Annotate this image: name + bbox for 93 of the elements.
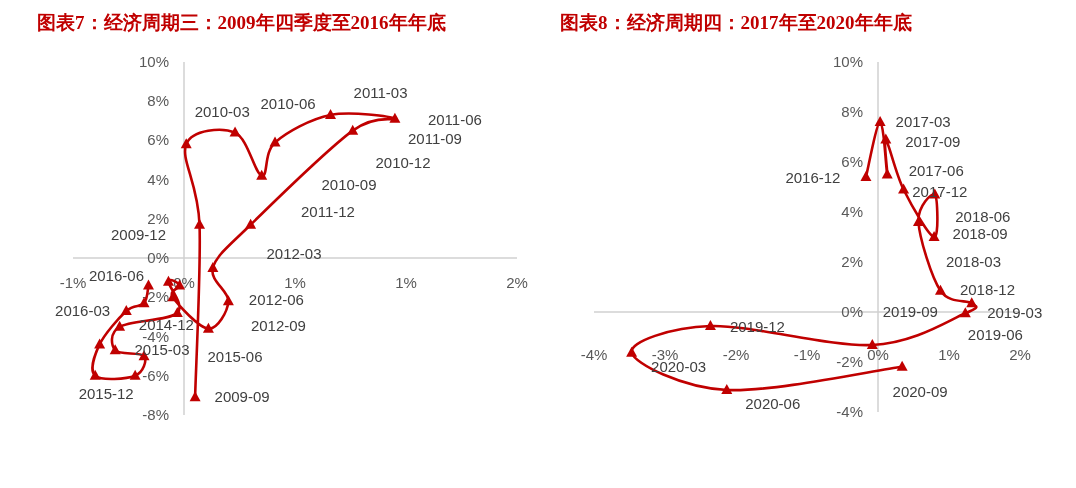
annotation: 2018-09 — [952, 225, 1008, 242]
annotation: 2012-09 — [250, 316, 306, 334]
y-tick-label: 0% — [841, 303, 863, 320]
x-tick-label: 1% — [938, 346, 960, 363]
annotation: 2016-03 — [55, 301, 111, 319]
point — [959, 307, 971, 318]
x-tick-label: -1% — [59, 274, 87, 292]
annotation: 2015-06 — [207, 348, 263, 365]
point — [704, 320, 716, 330]
x-tick-label: 2% — [506, 274, 528, 292]
point — [874, 116, 886, 126]
point — [928, 231, 940, 241]
annotation: 2012-06 — [248, 291, 304, 309]
y-tick-label: 4% — [147, 170, 169, 188]
point — [142, 279, 154, 290]
point — [721, 384, 733, 394]
x-tick-label: -2% — [722, 346, 750, 363]
point — [202, 322, 214, 333]
point — [898, 183, 910, 194]
x-tick-label: 1% — [395, 274, 417, 292]
y-tick-label: 8% — [147, 92, 169, 110]
annotation: 2011-03 — [353, 83, 408, 101]
point — [880, 133, 892, 144]
y-tick-label: 0% — [147, 249, 169, 267]
y-tick-label: 8% — [841, 103, 863, 120]
annotation: 2019-09 — [882, 303, 938, 320]
point — [114, 320, 126, 331]
point — [89, 369, 101, 380]
annotation: 2011-12 — [301, 203, 355, 220]
point — [860, 171, 872, 181]
point — [245, 218, 257, 229]
y-tick-label: 10% — [832, 53, 863, 70]
y-tick-label: 4% — [841, 203, 863, 220]
point — [94, 338, 106, 349]
annotation: 2018-03 — [945, 253, 1001, 270]
annotation: 2010-09 — [321, 176, 377, 193]
point — [325, 108, 337, 119]
point — [269, 136, 281, 147]
annotation: 2018-06 — [955, 207, 1011, 225]
annotation: 2011-06 — [427, 110, 482, 128]
y-tick-label: 2% — [841, 253, 863, 270]
point — [222, 295, 234, 306]
chart-title: 图表7：经济周期三：2009年四季度至2016年年底 — [37, 12, 446, 33]
y-tick-label: 2% — [147, 209, 169, 227]
point — [347, 124, 359, 135]
point — [626, 346, 638, 357]
annotation: 2019-06 — [967, 326, 1023, 344]
annotation: 2016-12 — [785, 169, 841, 186]
annotation: 2010-03 — [194, 103, 250, 121]
x-tick-label: 2% — [1009, 346, 1031, 363]
point — [934, 284, 946, 295]
annotation: 2019-03 — [987, 304, 1043, 322]
y-tick-label: 6% — [147, 131, 169, 149]
annotation: 2009-12 — [111, 225, 167, 243]
point — [912, 216, 924, 226]
point — [180, 138, 192, 149]
point — [389, 112, 401, 123]
y-tick-label: -8% — [142, 406, 169, 423]
point — [256, 169, 268, 180]
point — [129, 369, 141, 380]
y-tick-label: 10% — [138, 53, 169, 70]
annotation: 2020-09 — [892, 382, 948, 400]
point — [229, 126, 241, 137]
annotation: 2018-12 — [959, 280, 1016, 298]
annotation: 2010-12 — [375, 154, 431, 171]
point — [109, 344, 121, 355]
annotation: 2020-06 — [745, 395, 801, 412]
annotation: 2009-09 — [214, 388, 270, 406]
x-tick-label: 0% — [867, 346, 889, 363]
annotation: 2011-09 — [408, 130, 462, 147]
y-tick-label: -4% — [836, 403, 863, 420]
point — [194, 218, 206, 229]
x-tick-label: 1% — [284, 274, 306, 292]
annotation: 2017-09 — [905, 132, 961, 150]
y-tick-label: -6% — [142, 366, 169, 384]
point — [896, 360, 908, 371]
point — [162, 275, 174, 286]
annotation: 2017-06 — [908, 161, 964, 179]
annotation: 2015-12 — [78, 384, 134, 402]
annotation: 2012-03 — [266, 245, 322, 262]
annotation: 2017-12 — [912, 182, 968, 200]
point — [966, 297, 978, 308]
annotation: 2015-03 — [134, 341, 190, 359]
chart-title: 图表8：经济周期四：2017年至2020年年底 — [560, 12, 912, 33]
x-tick-label: -1% — [793, 346, 821, 363]
point — [866, 339, 878, 349]
point — [120, 305, 132, 316]
y-tick-label: 6% — [841, 153, 863, 170]
annotation: 2010-06 — [260, 94, 316, 112]
point — [207, 261, 219, 272]
annotation: 2016-06 — [88, 266, 145, 284]
annotation: 2017-03 — [895, 113, 951, 130]
x-tick-label: -4% — [580, 346, 608, 363]
